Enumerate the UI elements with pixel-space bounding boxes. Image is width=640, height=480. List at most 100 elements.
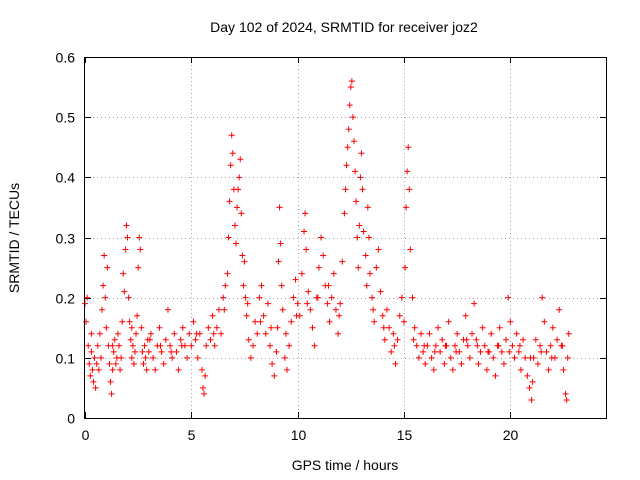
- data-point: [127, 336, 134, 343]
- data-point: [86, 360, 93, 367]
- data-point: [138, 324, 145, 331]
- data-point: [130, 360, 137, 367]
- data-point: [388, 348, 395, 355]
- data-point: [534, 360, 541, 367]
- data-point: [463, 336, 470, 343]
- data-point: [107, 378, 114, 385]
- chart-title: Day 102 of 2024, SRMTID for receiver joz…: [210, 19, 478, 35]
- data-point: [244, 300, 251, 307]
- data-point: [431, 348, 438, 355]
- data-point: [254, 330, 261, 337]
- data-point: [89, 366, 96, 373]
- data-point: [207, 336, 214, 343]
- data-point: [292, 276, 299, 283]
- data-point: [498, 348, 505, 355]
- data-point: [547, 342, 554, 349]
- data-point: [111, 336, 118, 343]
- data-point: [426, 330, 433, 337]
- plot-frame: [84, 57, 607, 419]
- data-point: [141, 342, 148, 349]
- data-point: [97, 354, 104, 361]
- data-point: [160, 360, 167, 367]
- data-point: [146, 336, 153, 343]
- data-point: [271, 372, 278, 379]
- axis-ticks: 0 0.1 0.2 0.3 0.4 0.5 0.6 0 5 10 15 20: [56, 50, 606, 443]
- data-point: [554, 336, 561, 343]
- data-point: [303, 246, 310, 253]
- data-point: [125, 294, 132, 301]
- data-point: [241, 258, 248, 265]
- data-points: [82, 78, 572, 403]
- y-tick-label: 0.1: [56, 351, 76, 367]
- data-point: [469, 330, 476, 337]
- data-point: [364, 204, 371, 211]
- data-point: [351, 138, 358, 145]
- data-point: [198, 366, 205, 373]
- data-point: [347, 84, 354, 91]
- data-point: [452, 342, 459, 349]
- y-tick-label: 0.6: [56, 50, 76, 66]
- data-point: [93, 360, 100, 367]
- data-point: [150, 354, 157, 361]
- data-point: [109, 342, 116, 349]
- data-point: [92, 384, 99, 391]
- data-point: [342, 186, 349, 193]
- data-point: [328, 294, 335, 301]
- data-point: [240, 282, 247, 289]
- data-point: [315, 264, 322, 271]
- data-point: [439, 336, 446, 343]
- data-point: [337, 300, 344, 307]
- data-point: [528, 396, 535, 403]
- data-point: [139, 348, 146, 355]
- data-point: [507, 318, 514, 325]
- data-point: [84, 294, 91, 301]
- data-point: [278, 282, 285, 289]
- data-point: [168, 348, 175, 355]
- data-point: [309, 324, 316, 331]
- data-point: [484, 348, 491, 355]
- data-point: [85, 342, 92, 349]
- data-point: [549, 324, 556, 331]
- data-point: [131, 348, 138, 355]
- data-point: [288, 318, 295, 325]
- data-point: [471, 300, 478, 307]
- data-point: [359, 186, 366, 193]
- data-point: [110, 348, 117, 355]
- data-point: [522, 354, 529, 361]
- data-point: [390, 330, 397, 337]
- data-point: [318, 234, 325, 241]
- data-point: [411, 324, 418, 331]
- data-point: [516, 342, 523, 349]
- data-point: [335, 330, 342, 337]
- data-point: [277, 240, 284, 247]
- data-point: [201, 390, 208, 397]
- data-point: [462, 312, 469, 319]
- x-tick-label: 20: [503, 427, 519, 443]
- data-point: [242, 294, 249, 301]
- data-point: [99, 306, 106, 313]
- data-point: [405, 144, 412, 151]
- data-point: [394, 336, 401, 343]
- data-point: [231, 222, 238, 229]
- data-point: [123, 222, 130, 229]
- y-axis-label: SRMTID / TECUs: [6, 183, 22, 293]
- data-point: [173, 348, 180, 355]
- data-point: [121, 288, 128, 295]
- data-point: [100, 282, 107, 289]
- data-point: [348, 78, 355, 85]
- data-point: [420, 348, 427, 355]
- data-point: [96, 330, 103, 337]
- data-point: [237, 156, 244, 163]
- data-point: [304, 300, 311, 307]
- data-point: [128, 354, 135, 361]
- data-point: [325, 282, 332, 289]
- data-point: [152, 366, 159, 373]
- data-point: [238, 210, 245, 217]
- data-point: [268, 324, 275, 331]
- data-point: [203, 342, 210, 349]
- data-point: [346, 102, 353, 109]
- data-point: [407, 246, 414, 253]
- data-point: [101, 252, 108, 259]
- data-point: [236, 174, 243, 181]
